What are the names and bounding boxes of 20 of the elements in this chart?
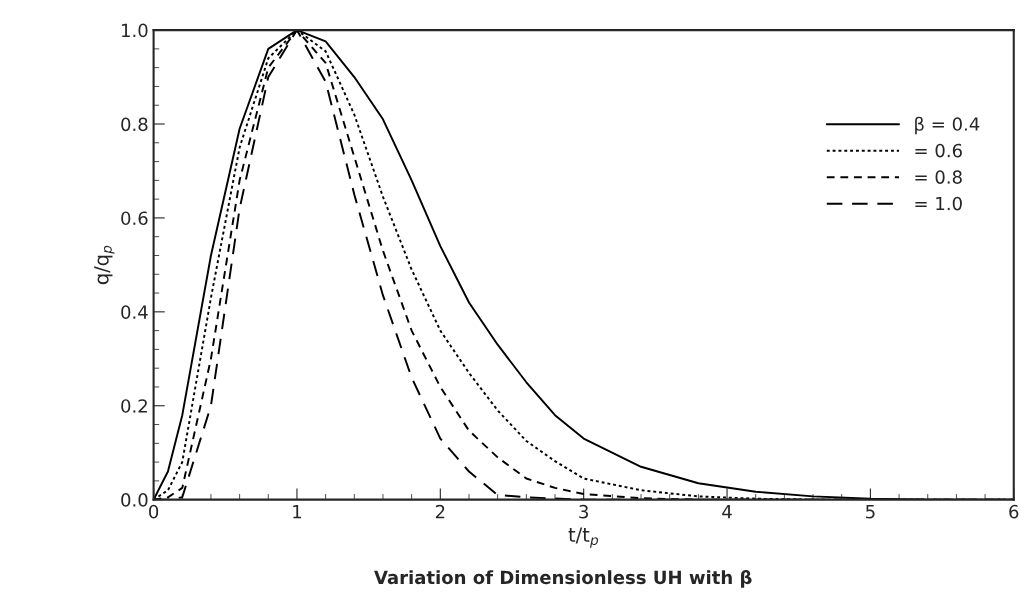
legend-label: = 1.0 [915,196,962,211]
x-tick-label: 4 [722,505,732,519]
y-tick-label: 0.4 [121,305,148,319]
y-tick-label: 1.0 [122,23,148,38]
legend-label: = 0.6 [915,143,962,158]
y-tick-label: 0.8 [121,117,148,132]
text: Variation of Dimensionless UH with β [374,569,752,588]
legend-label: = 0.8 [915,170,962,184]
y-tick-label: 0.2 [121,399,147,413]
y-tick-label: 0.0 [121,493,148,507]
x-tick-label: 2 [435,504,445,519]
y-axis-title: q/q$_{p}$ [94,245,115,285]
x-tick-label: 3 [579,504,588,519]
x-tick-label: 1 [293,505,302,519]
x-tick-label: 0 [149,504,159,519]
legend-label: β = 0.4 [915,116,980,135]
y-tick-label: 0.6 [121,211,148,226]
x-tick-label: 5 [866,505,875,519]
x-tick-label: 6 [1009,504,1019,519]
x-axis-title: t/t$_{p}$ [568,527,599,548]
